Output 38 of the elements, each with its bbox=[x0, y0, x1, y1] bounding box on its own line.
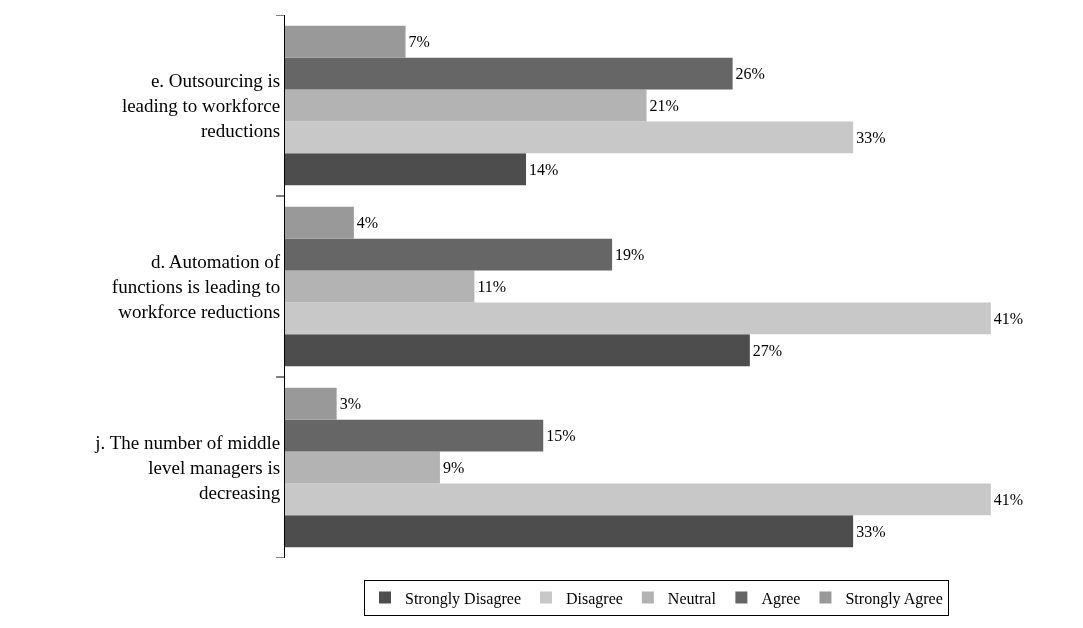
data-label: 3% bbox=[339, 395, 361, 413]
data-label: 19% bbox=[615, 246, 645, 264]
bar bbox=[285, 121, 854, 154]
data-label: 41% bbox=[993, 490, 1024, 508]
data-label: 33% bbox=[856, 522, 886, 540]
legend-label: Neutral bbox=[667, 589, 717, 607]
bar bbox=[285, 270, 475, 303]
data-label: 33% bbox=[856, 128, 886, 146]
data-label: 15% bbox=[546, 427, 576, 445]
data-label: 41% bbox=[993, 309, 1024, 327]
data-label: 7% bbox=[408, 33, 430, 51]
bar bbox=[285, 206, 354, 239]
data-label: 11% bbox=[477, 278, 507, 295]
y-tick-label: e. Outsourcing is leading to workforce reductions bbox=[121, 70, 281, 141]
bar bbox=[285, 302, 991, 335]
bar bbox=[285, 334, 750, 367]
bar bbox=[285, 57, 733, 90]
bar bbox=[285, 89, 647, 122]
legend-label: Strongly Agree bbox=[845, 589, 943, 608]
legend-label: Strongly Disagree bbox=[405, 589, 521, 608]
data-label: 4% bbox=[356, 214, 379, 232]
data-label: 21% bbox=[649, 97, 679, 114]
bar bbox=[285, 515, 854, 548]
legend-label: Agree bbox=[761, 589, 801, 608]
bar bbox=[285, 238, 613, 271]
y-tick-label: j. The number of middle level managers is decreasing bbox=[94, 432, 281, 503]
legend-label: Disagree bbox=[565, 589, 623, 608]
bar bbox=[285, 25, 406, 58]
bar bbox=[285, 483, 991, 516]
bar bbox=[285, 153, 527, 186]
bar bbox=[285, 419, 544, 452]
data-label: 26% bbox=[735, 65, 765, 83]
bar bbox=[285, 451, 440, 484]
bar bbox=[285, 387, 337, 420]
data-label: 27% bbox=[752, 341, 783, 359]
y-tick-label: d. Automation of functions is leading to workforce reductions bbox=[111, 251, 281, 322]
data-label: 14% bbox=[529, 160, 559, 178]
data-label: 9% bbox=[442, 459, 465, 476]
